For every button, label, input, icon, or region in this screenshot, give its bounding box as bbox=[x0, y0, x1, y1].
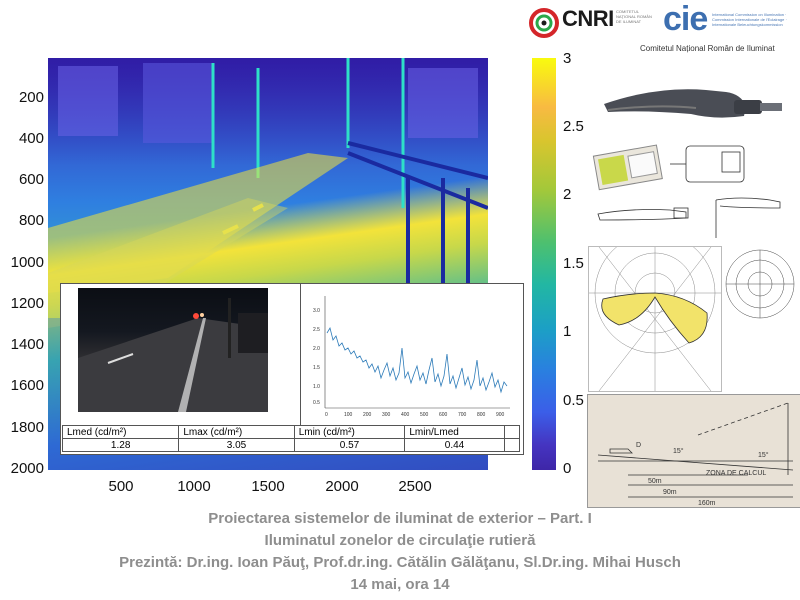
mini-chart-y-tick: 2.5 bbox=[313, 327, 320, 333]
table-header: Lmax (cd/m²) bbox=[178, 425, 295, 439]
road-geometry-sketch: 15° 15° 50m 90m 160m ZONA DE CALCUL D bbox=[587, 394, 800, 508]
night-road-photo bbox=[78, 288, 268, 412]
mini-chart-x-tick: 400 bbox=[401, 412, 410, 418]
title-line-1: Proiectarea sistemelor de iluminat de ex… bbox=[208, 510, 592, 527]
colorbar-tick: 3 bbox=[563, 50, 572, 67]
sketch-label: D bbox=[636, 442, 641, 449]
table-header: Lmed (cd/m²) bbox=[61, 425, 180, 439]
sketch-label: 15° bbox=[758, 451, 769, 459]
map-y-tick: 1400 bbox=[10, 336, 44, 353]
table-header bbox=[503, 425, 521, 439]
title-line-4: 14 mai, ora 14 bbox=[350, 576, 450, 593]
mini-chart-x-tick: 800 bbox=[477, 412, 486, 418]
mini-chart-x-tick: 500 bbox=[420, 412, 429, 418]
luminaire-drawings-image bbox=[592, 144, 781, 238]
map-y-tick: 1800 bbox=[10, 419, 44, 436]
map-x-tick: 2000 bbox=[325, 478, 359, 495]
mini-chart-x-tick: 0 bbox=[325, 412, 328, 418]
mini-chart-y-tick: 1.5 bbox=[313, 365, 320, 371]
title-line-3: Prezintă: Dr.ing. Ioan Păuţ, Prof.dr.ing… bbox=[119, 554, 681, 571]
mini-chart-y-tick: 3.0 bbox=[313, 308, 320, 314]
table-row: 1.28 3.05 0.57 0.44 bbox=[61, 438, 521, 452]
committee-name: Comitetul Național Român de Iluminat bbox=[640, 44, 775, 53]
table-header: Lmin/Lmed bbox=[404, 425, 505, 439]
isolux-diagram bbox=[725, 249, 795, 319]
street-luminaire-image bbox=[604, 89, 782, 118]
cnri-logo-text: CNRI bbox=[562, 6, 614, 31]
mini-chart-x-tick: 300 bbox=[382, 412, 391, 418]
table-cell bbox=[503, 438, 521, 452]
sketch-label: 50m bbox=[648, 478, 662, 485]
table-cell: 0.57 bbox=[293, 438, 406, 452]
map-y-tick: 1200 bbox=[10, 295, 44, 312]
cie-logo-text: cie bbox=[663, 0, 708, 38]
polar-intensity-diagram bbox=[588, 246, 722, 392]
cnri-logo-subtitle: COMITETUL NAŢIONAL ROMÂN DE ILUMINAT bbox=[616, 9, 652, 24]
map-y-tick: 200 bbox=[18, 89, 44, 106]
title-line-2: Iluminatul zonelor de circulaţie rutieră bbox=[264, 532, 536, 549]
map-y-tick: 800 bbox=[18, 212, 44, 229]
table-header: Lmin (cd/m²) bbox=[293, 425, 406, 439]
table-header-row: Lmed (cd/m²) Lmax (cd/m²) Lmin (cd/m²) L… bbox=[61, 425, 521, 439]
map-y-tick: 400 bbox=[18, 130, 44, 147]
map-x-tick: 1500 bbox=[251, 478, 285, 495]
map-y-tick: 2000 bbox=[10, 460, 44, 477]
sketch-label: ZONA DE CALCUL bbox=[706, 470, 766, 477]
colorbar-tick: 1 bbox=[563, 323, 572, 340]
colorbar bbox=[532, 58, 556, 470]
map-y-tick: 1600 bbox=[10, 377, 44, 394]
sketch-label: 15° bbox=[673, 447, 684, 455]
map-x-tick: 2500 bbox=[398, 478, 432, 495]
inset-divider bbox=[300, 283, 301, 425]
colorbar-tick: 0 bbox=[563, 460, 572, 477]
mini-chart-y-tick: 0.5 bbox=[313, 400, 320, 406]
sketch-label: 90m bbox=[663, 489, 677, 496]
mini-chart-x-tick: 700 bbox=[458, 412, 467, 418]
colorbar-tick: 2.5 bbox=[563, 118, 584, 135]
mini-chart-x-tick: 600 bbox=[439, 412, 448, 418]
mini-chart-y-tick: 2.0 bbox=[313, 346, 320, 352]
colorbar-tick: 0.5 bbox=[563, 392, 584, 409]
sketch-label: 160m bbox=[698, 500, 716, 507]
map-y-tick: 1000 bbox=[10, 254, 44, 271]
luminance-profile-line bbox=[326, 326, 508, 394]
cnri-logo-icon bbox=[529, 8, 559, 38]
map-x-tick: 500 bbox=[108, 478, 134, 495]
mini-chart-x-tick: 100 bbox=[344, 412, 353, 418]
table-cell: 3.05 bbox=[178, 438, 295, 452]
map-y-tick: 600 bbox=[18, 171, 44, 188]
cie-logo-subtitle: International Commission on Illumination… bbox=[712, 12, 787, 27]
luminance-profile-chart: 3.0 2.5 2.0 1.5 1.0 0.5 0 100 200 300 40… bbox=[313, 296, 510, 418]
luminance-table: Lmed (cd/m²) Lmax (cd/m²) Lmin (cd/m²) L… bbox=[61, 425, 521, 452]
colorbar-tick: 1.5 bbox=[563, 255, 584, 272]
table-cell: 0.44 bbox=[404, 438, 505, 452]
mini-chart-y-tick: 1.0 bbox=[313, 384, 320, 390]
colorbar-tick: 2 bbox=[563, 186, 572, 203]
mini-chart-x-tick: 200 bbox=[363, 412, 372, 418]
mini-chart-x-tick: 900 bbox=[496, 412, 505, 418]
table-cell: 1.28 bbox=[61, 438, 180, 452]
map-x-tick: 1000 bbox=[177, 478, 211, 495]
